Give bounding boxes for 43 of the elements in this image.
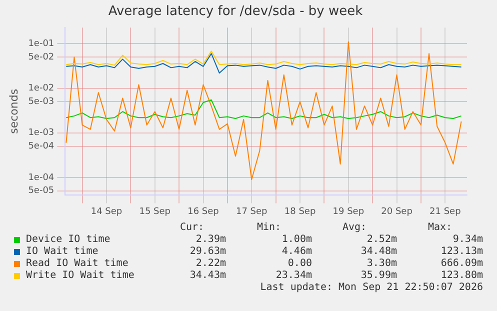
y-tick-label: 5e-04 [28, 142, 54, 152]
y-tick-label: 1e-01 [28, 39, 54, 50]
text: 4.46m [280, 246, 312, 258]
text: Last update: Mon Sep 21 22:50:07 2026 [259, 282, 483, 294]
text: 123.80m [440, 270, 483, 282]
x-tick-label: 21 Sep [430, 206, 462, 217]
chart-title: Average latency for /dev/sda - by week [108, 4, 364, 20]
text: Min: [256, 222, 282, 234]
x-tick-label: 17 Sep [236, 206, 268, 217]
x-tick-label: 15 Sep [139, 206, 171, 217]
legend-label: IO Wait time [26, 246, 98, 258]
text: Max: [426, 222, 454, 234]
y-tick-label: 1e-04 [28, 172, 54, 183]
text: 123.13m [440, 246, 483, 258]
text: 2.22m [194, 258, 226, 270]
legend-label: Write IO Wait time [26, 270, 134, 282]
y-tick-label: 5e-05 [28, 186, 54, 196]
text: 0.00 [286, 258, 312, 270]
legend-label: Read IO Wait time [26, 258, 128, 270]
x-tick-label: 18 Sep [284, 206, 316, 217]
y-tick-label: 1e-02 [28, 84, 54, 94]
text: 666.09m [440, 258, 483, 270]
y-tick-label: 5e-02 [28, 52, 54, 62]
x-tick-label: 20 Sep [381, 206, 413, 217]
y-tick-label: 1e-03 [28, 128, 54, 138]
text: 3.30m [366, 258, 397, 270]
text: 35.99m [360, 270, 397, 282]
text: 2.39m [194, 234, 226, 246]
text: 23.34m [274, 270, 312, 282]
x-tick-label: 14 Sep [90, 206, 122, 217]
x-tick-label: 16 Sep [188, 206, 220, 217]
text: 2.52m [366, 234, 397, 246]
legend-label: Device IO time [26, 234, 110, 246]
text: Avg: [341, 222, 368, 234]
text: 1.00m [280, 234, 312, 246]
text: Cur: [178, 222, 206, 234]
text: 29.63m [188, 246, 226, 258]
text: 34.48m [360, 246, 397, 258]
y-axis-title: seconds [7, 88, 20, 134]
text: 34.43m [188, 270, 226, 282]
x-tick-label: 19 Sep [332, 206, 364, 217]
text: 9.34m [452, 234, 483, 246]
y-tick-label: 5e-03 [28, 97, 54, 108]
